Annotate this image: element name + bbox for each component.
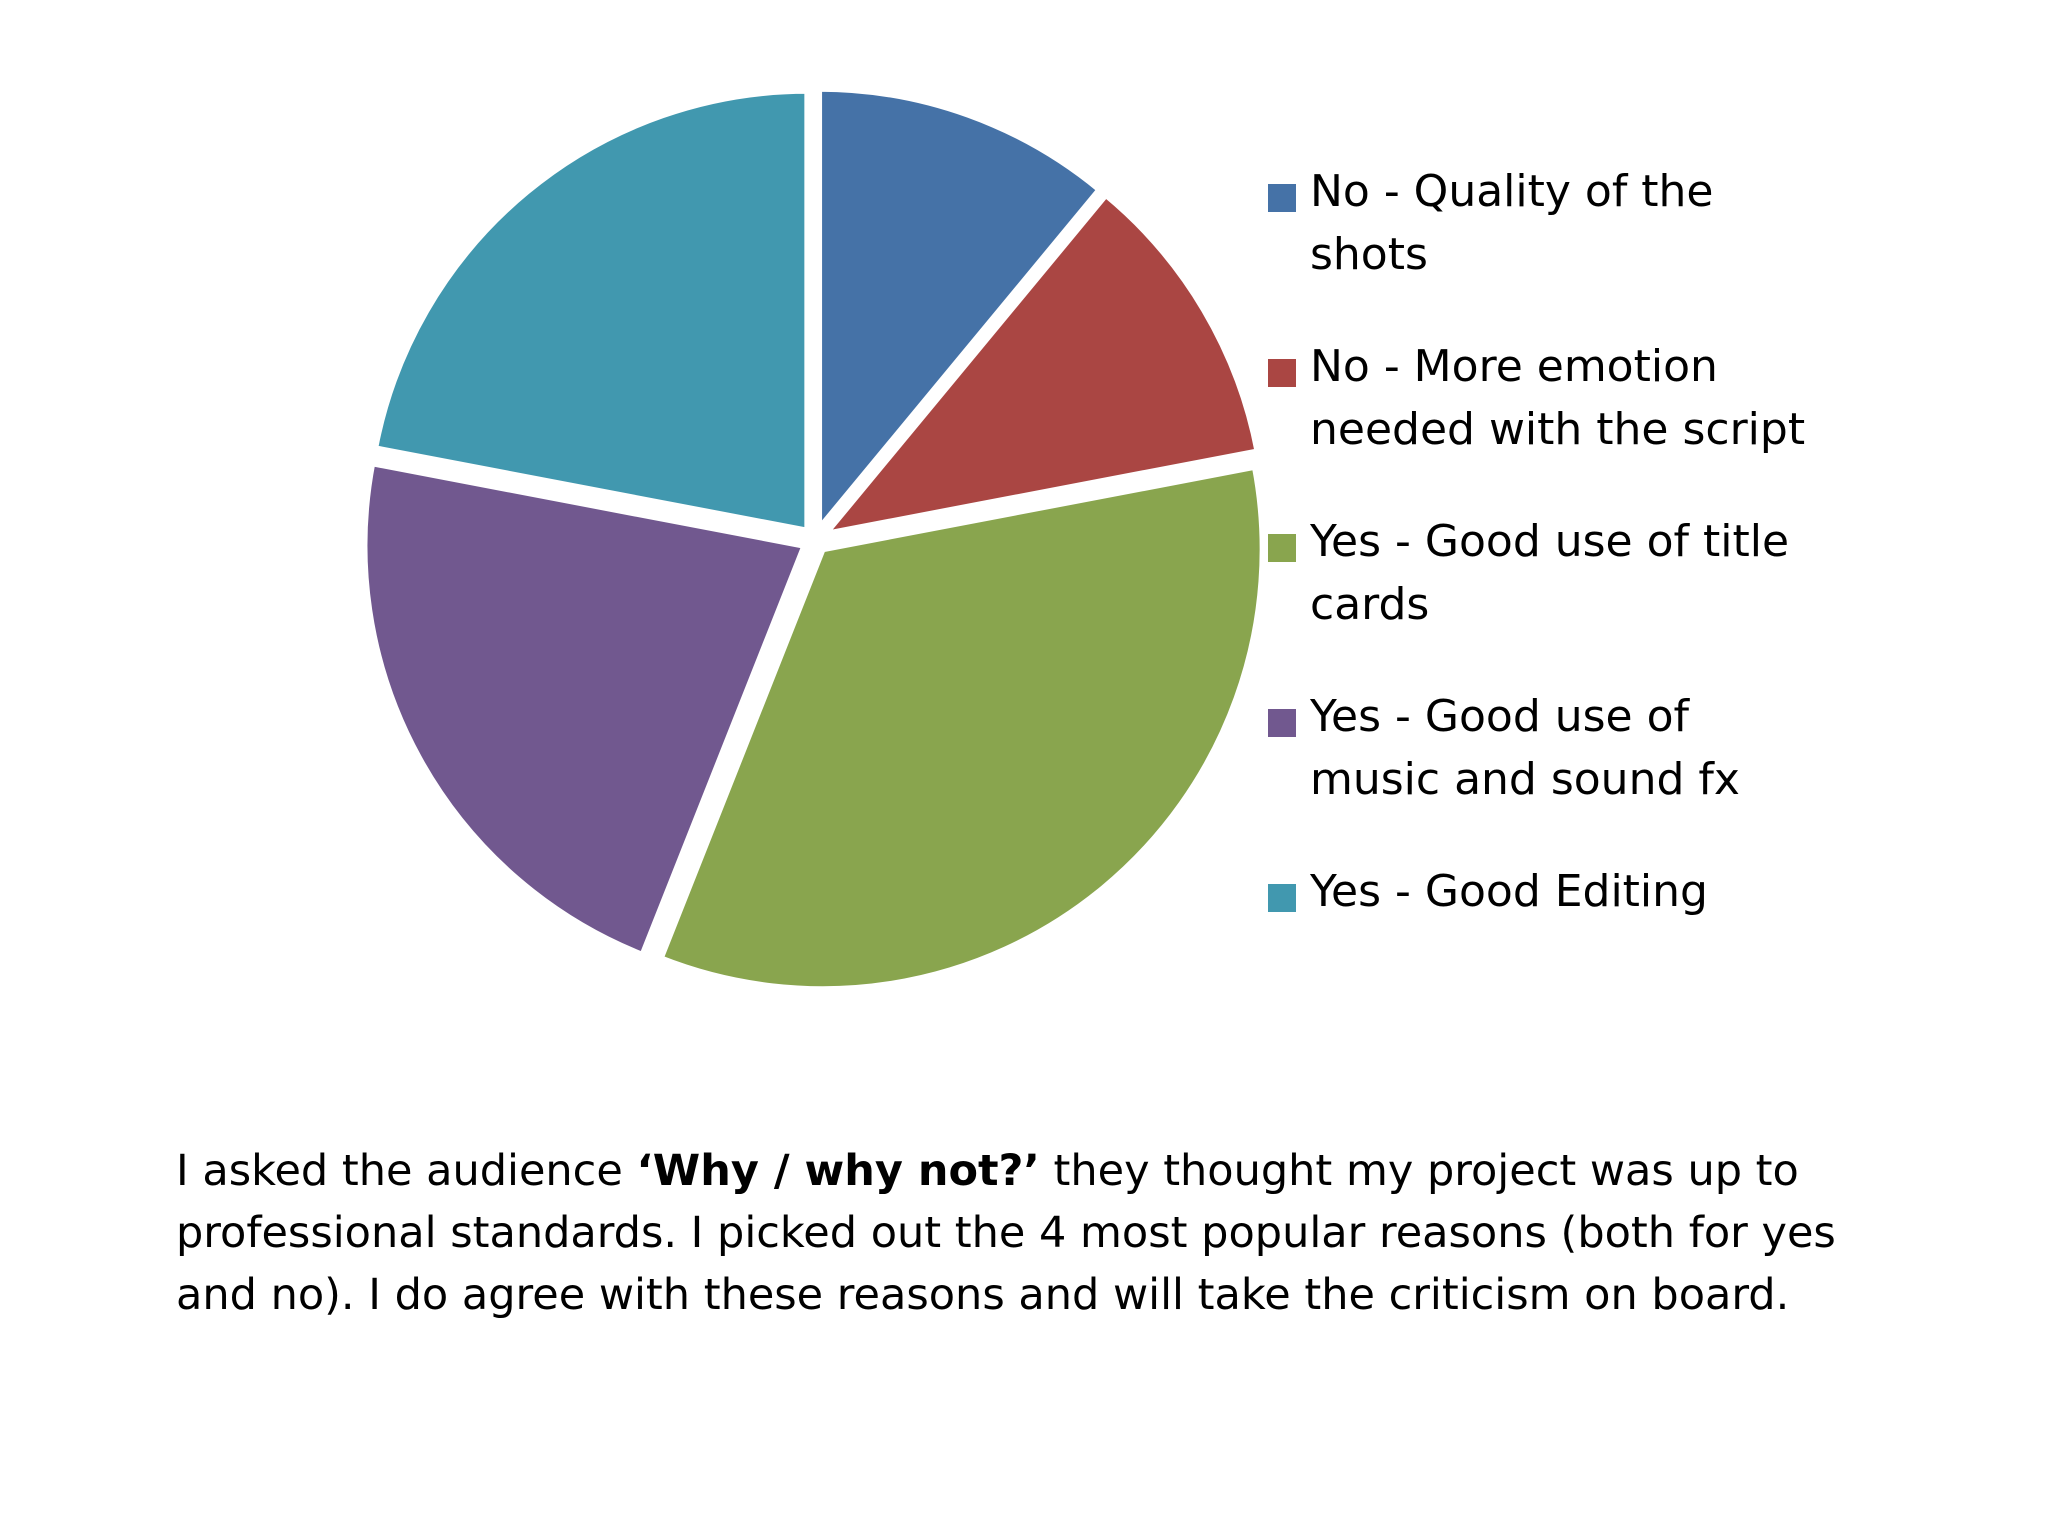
pie-slice-quality-of-shots	[816, 85, 1104, 538]
pie-slice-music-sound-fx	[361, 459, 809, 959]
pie-chart	[361, 85, 1266, 993]
legend-label-music-sound-fx: Yes - Good use of music and sound fx	[1310, 691, 1740, 805]
caption-paragraph: I asked the audience ‘Why / why not?’ th…	[176, 1140, 1836, 1326]
legend-label-title-cards: Yes - Good use of title cards	[1310, 516, 1790, 630]
legend-label-more-emotion: No - More emotion needed with the script	[1310, 341, 1806, 455]
caption-bold-question: ‘Why / why not?’	[636, 1146, 1040, 1196]
pie-slice-more-emotion	[817, 190, 1262, 539]
legend-swatch-music-sound-fx	[1268, 709, 1296, 737]
legend-swatch-more-emotion	[1268, 359, 1296, 387]
legend-label-good-editing: Yes - Good Editing	[1310, 866, 1708, 917]
caption-text-end: they thought my project was up to profes…	[176, 1146, 1836, 1320]
legend-swatch-good-editing	[1268, 884, 1296, 912]
legend-swatch-title-cards	[1268, 534, 1296, 562]
legend-label-quality-of-shots: No - Quality of the shots	[1310, 166, 1714, 280]
caption-text-start: I asked the audience	[176, 1146, 637, 1196]
legend-swatch-quality-of-shots	[1268, 184, 1296, 212]
pie-slice-title-cards	[656, 463, 1266, 993]
pie-slice-good-editing	[371, 87, 811, 535]
